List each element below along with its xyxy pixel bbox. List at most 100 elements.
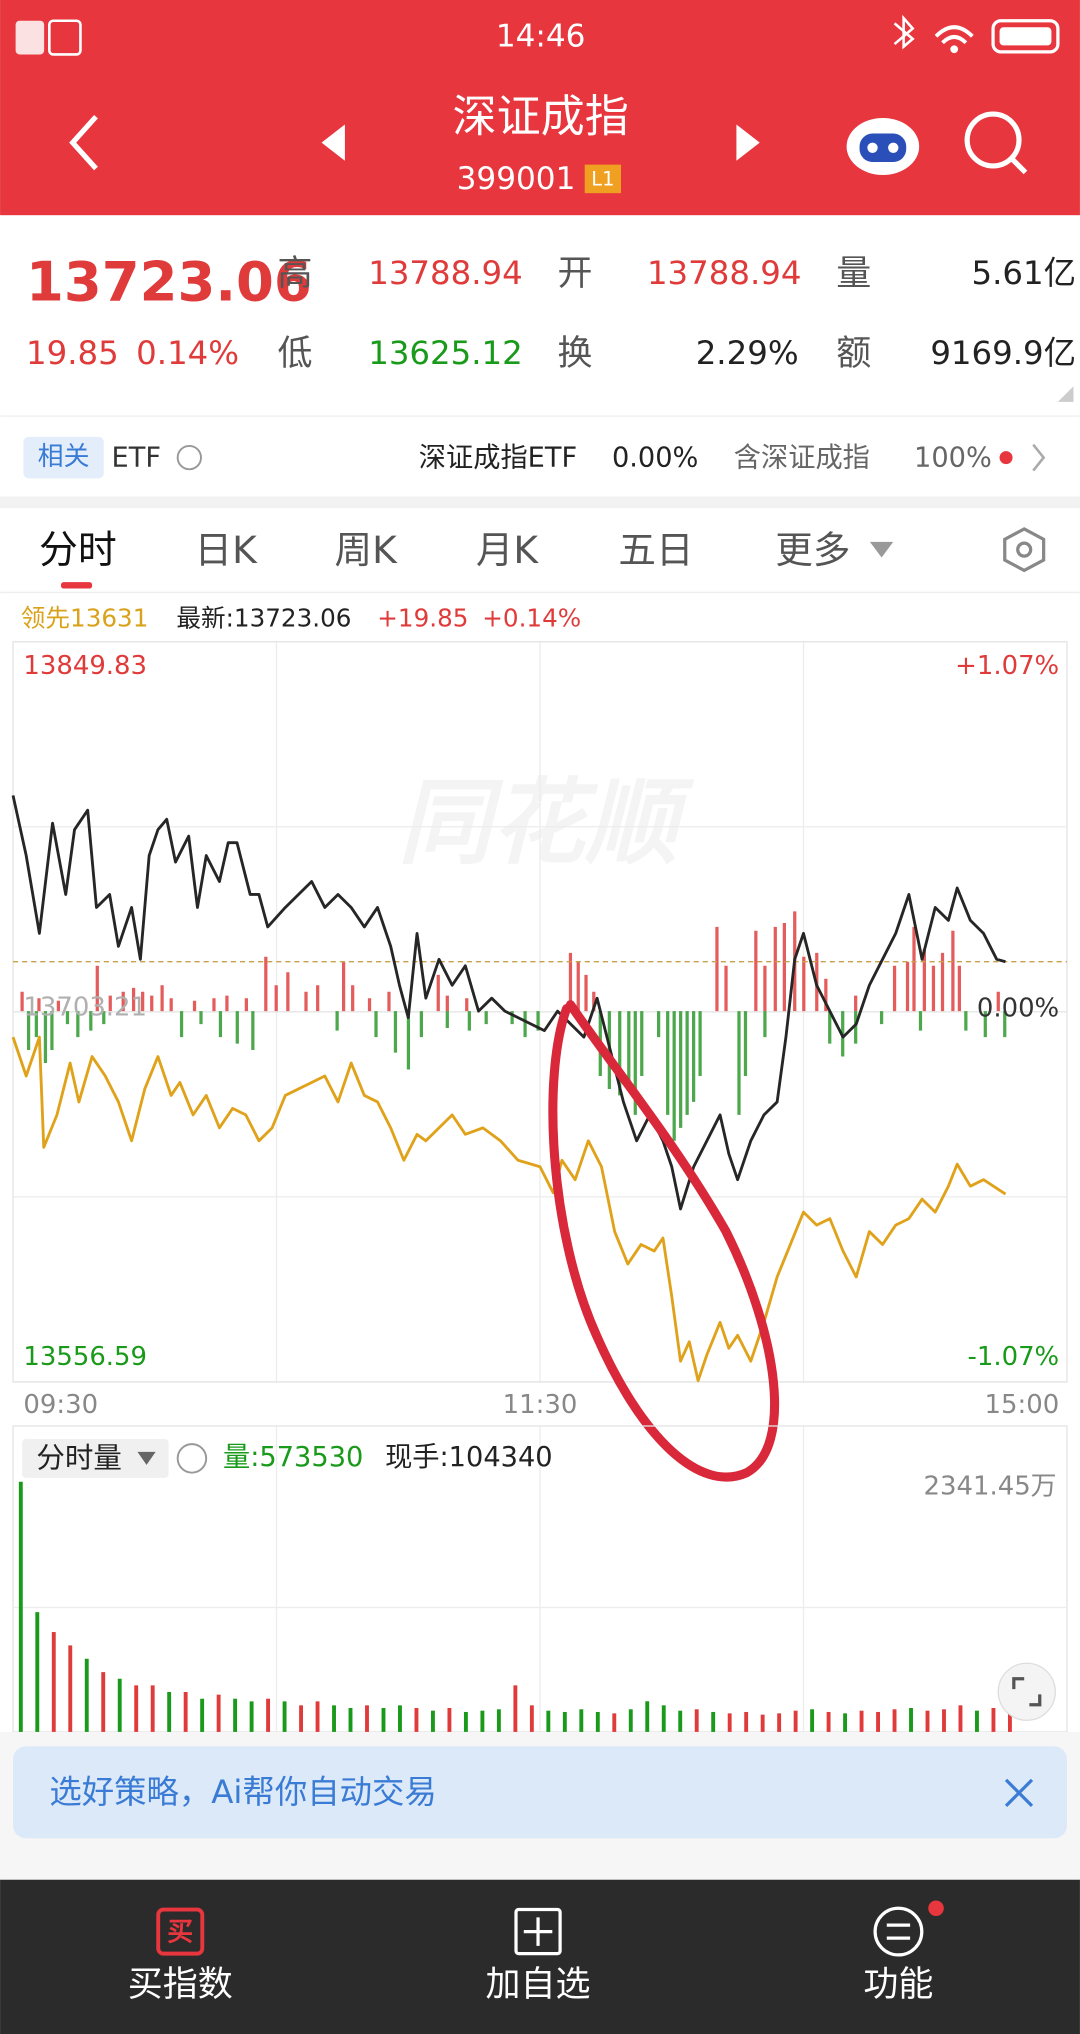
search-button[interactable] [964,111,1028,175]
settings-icon[interactable] [1003,527,1046,573]
volume-bar [925,1710,930,1732]
volume-bar [381,1708,386,1732]
related-tag-text: 相关 [38,442,90,472]
tab-active[interactable]: 分时 [39,528,117,573]
tab[interactable]: 月K [476,528,540,572]
volume-bar [348,1708,353,1732]
status-time: 14:46 [496,19,586,55]
y-tick-label: 13849.83 [23,651,147,681]
change: 19.85 [26,334,119,372]
y-tick-label: 13556.59 [23,1342,147,1372]
function-icon [886,1923,911,1940]
volume-dropdown[interactable] [22,1438,169,1478]
volume-bar [216,1694,221,1732]
value: 5.61亿 [972,254,1077,292]
status-icon [15,20,45,55]
tab[interactable]: 五日 [618,528,693,572]
volume-bar [975,1710,979,1732]
add-watch-button[interactable]: 加自选 [486,1907,591,2005]
price-line [11,795,1006,1211]
status-icon [48,19,82,56]
help-icon[interactable] [176,1443,208,1474]
value: 13788.94 [368,254,523,292]
volume-bar [398,1705,402,1732]
function-button[interactable]: 功能 [863,1900,944,2005]
y-tick-label: 2341.45万 [924,1471,1057,1501]
wifi-icon [950,45,959,54]
banner[interactable] [13,1746,1067,1839]
search-icon [1010,157,1028,175]
volume-bar [84,1658,89,1732]
volume-bar [744,1711,749,1732]
related-etf: ETF [112,442,161,473]
x-tick-label: 15:00 [985,1390,1060,1420]
label: 换 [558,334,593,374]
volume-bar [299,1705,304,1732]
tab[interactable]: 周K [335,528,399,572]
price: 13723.06 [26,249,312,313]
volume-bar [991,1708,996,1732]
volume-bar [480,1710,485,1732]
volume-bar [612,1713,617,1732]
dropdown-arrow [137,1451,156,1465]
volume-bar [826,1711,831,1732]
buy-icon-text: 买 [167,1917,193,1947]
chevron [1032,443,1046,472]
volume-bar [546,1710,551,1732]
fullscreen-button[interactable] [997,1662,1056,1721]
volume-bar [579,1709,584,1732]
prev-button[interactable] [321,124,345,161]
banner-close[interactable] [1004,1778,1034,1807]
nav-code: 399001 [457,161,576,197]
volume-bar [463,1711,468,1732]
volume-bar [694,1709,699,1732]
value: 2.29% [696,334,799,372]
bottom-label: 买指数 [128,1965,233,2005]
related-pct: 0.00% [612,442,698,473]
label: 量 [836,254,871,294]
x-tick-label: 11:30 [503,1390,578,1420]
change-label: +19.85 [377,604,468,633]
latest-label: 最新:13723.06 [176,604,351,633]
volume-bar [859,1710,864,1732]
tab[interactable]: 日K [195,528,259,572]
price-line [11,1035,1007,1383]
bottom-label: 加自选 [486,1965,591,2005]
volume-bar [711,1711,716,1732]
volume-bar [18,1481,23,1732]
separator [0,496,1080,509]
related-row[interactable]: 相关 ETF 深证成指ETF 0.00% 含深证成指 100% [23,436,1046,479]
next-button[interactable] [736,124,760,161]
volume-bar [365,1705,369,1732]
volume-title: 分时量 [36,1442,122,1475]
buy-index-button[interactable]: 买 买指数 [128,1907,233,2005]
header-bg [0,0,1080,216]
volume-bar [447,1708,452,1732]
badge [584,164,622,194]
battery-level [999,27,1052,46]
nav-title: 深证成指 [453,91,629,142]
volume-bar [892,1709,897,1732]
robot-button[interactable] [846,117,920,176]
volume-bar [595,1711,600,1732]
settings-icon [1016,541,1033,558]
back-button[interactable] [69,114,98,171]
volume-bar [315,1701,320,1732]
corner-mark [1057,386,1074,402]
volume-bar [628,1709,633,1732]
tab-underline [60,582,93,589]
tab[interactable]: 更多 [775,528,850,572]
volume-label: 量:573530 [223,1442,363,1473]
banner-text: 选好策略，Ai帮你自动交易 [49,1773,436,1811]
volume-bar [68,1645,73,1732]
volume-bar [430,1710,435,1732]
lead-label: 领先13631 [21,604,149,633]
y2-tick-label: 0.00% [977,994,1059,1024]
fullscreen-icon [1012,1677,1042,1707]
value: 9169.9亿 [930,334,1076,372]
volume-bar [529,1705,534,1732]
x-tick-label: 09:30 [23,1390,98,1420]
volume-bar [414,1708,419,1732]
volume-bar [134,1685,139,1732]
